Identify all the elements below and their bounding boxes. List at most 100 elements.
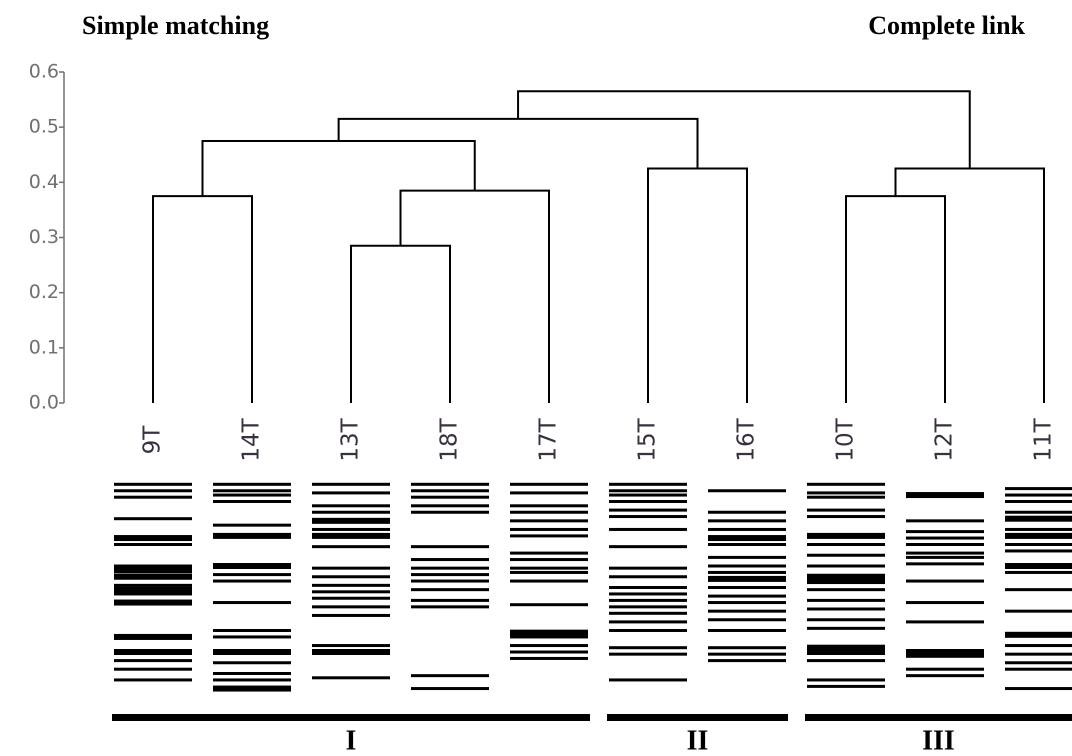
band — [708, 618, 786, 621]
band — [708, 511, 786, 514]
band — [1005, 549, 1072, 552]
band — [708, 659, 786, 662]
band — [807, 627, 885, 630]
band — [609, 592, 687, 595]
band — [807, 565, 885, 568]
band — [807, 554, 885, 557]
band — [213, 649, 291, 655]
group-label: II — [687, 725, 709, 756]
band — [312, 644, 390, 647]
band — [906, 562, 984, 565]
band — [906, 537, 984, 540]
band — [213, 661, 291, 664]
band — [708, 610, 786, 613]
band — [213, 601, 291, 604]
band — [807, 515, 885, 518]
band — [312, 511, 390, 514]
band — [312, 533, 390, 539]
band — [1005, 668, 1072, 671]
band — [609, 575, 687, 578]
leaf-label: 15T — [635, 417, 661, 461]
band — [1005, 632, 1072, 638]
band — [510, 534, 588, 537]
band — [411, 483, 489, 486]
band — [708, 576, 786, 582]
band — [213, 524, 291, 527]
leaf-label: 16T — [734, 417, 760, 461]
band — [411, 687, 489, 690]
band — [609, 500, 687, 503]
band — [609, 515, 687, 518]
band — [411, 511, 489, 514]
group-bar — [607, 714, 788, 721]
dendrogram-link — [339, 119, 698, 169]
band — [906, 649, 984, 655]
band — [1005, 533, 1072, 539]
band — [114, 489, 192, 492]
band — [411, 588, 489, 591]
leaf-label: 11T — [1031, 417, 1057, 461]
y-tick-label: 0.0 — [29, 392, 59, 414]
band — [807, 483, 885, 486]
band — [1005, 588, 1072, 591]
band — [312, 597, 390, 600]
dendrogram-link — [896, 169, 1045, 403]
dendrogram-link — [153, 196, 252, 403]
band — [807, 491, 885, 494]
band — [510, 483, 588, 486]
band — [609, 528, 687, 531]
band — [213, 678, 291, 681]
band — [114, 565, 192, 568]
band — [213, 489, 291, 492]
band — [510, 580, 588, 583]
band — [906, 655, 984, 658]
band — [708, 595, 786, 598]
band — [312, 528, 390, 531]
chart-title: Simple matching — [82, 11, 269, 40]
band — [609, 494, 687, 497]
band — [510, 651, 588, 654]
leaf-label: 10T — [833, 417, 859, 461]
band — [807, 496, 885, 499]
band — [807, 599, 885, 602]
band — [906, 556, 984, 559]
band — [213, 635, 291, 638]
band — [609, 489, 687, 492]
band — [807, 659, 885, 662]
dendrogram-link — [401, 191, 550, 403]
band — [411, 489, 489, 492]
band — [213, 686, 291, 692]
band — [609, 678, 687, 681]
band — [510, 657, 588, 660]
band — [312, 649, 390, 655]
band — [411, 674, 489, 677]
band — [510, 558, 588, 561]
band — [708, 519, 786, 522]
band — [609, 483, 687, 486]
band — [906, 674, 984, 677]
band — [609, 599, 687, 602]
band — [213, 494, 291, 497]
band — [906, 492, 984, 498]
band — [114, 574, 192, 580]
band — [708, 601, 786, 604]
band — [906, 519, 984, 522]
band — [708, 528, 786, 531]
band — [609, 653, 687, 656]
band — [609, 646, 687, 649]
dendrogram-link — [846, 196, 945, 403]
band — [609, 629, 687, 632]
band — [114, 649, 192, 655]
band — [1005, 516, 1072, 522]
band — [609, 612, 687, 615]
dendrogram-link — [518, 91, 970, 168]
band — [411, 504, 489, 507]
band — [411, 580, 489, 583]
band — [114, 535, 192, 541]
band — [708, 535, 786, 541]
band — [609, 586, 687, 589]
band — [1005, 487, 1072, 490]
band — [312, 614, 390, 617]
band — [708, 489, 786, 492]
y-tick-label: 0.2 — [29, 281, 59, 303]
